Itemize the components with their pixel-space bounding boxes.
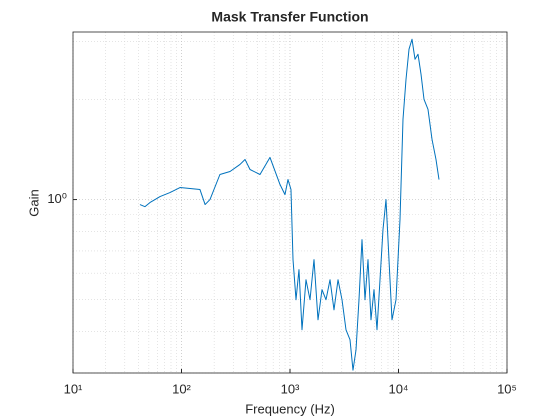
- plot-area: [73, 32, 507, 373]
- x-tick-label: 10¹: [64, 381, 83, 396]
- data-line: [139, 38, 440, 371]
- x-tick-label: 10⁴: [388, 381, 408, 396]
- x-tick-label: 10²: [172, 381, 191, 396]
- axes-box: [72, 31, 508, 374]
- y-axis-label: Gain: [26, 189, 41, 216]
- y-tick-label: 10⁰: [47, 191, 67, 206]
- x-tick-label: 10⁵: [497, 381, 517, 396]
- chart-title: Mask Transfer Function: [211, 9, 368, 25]
- x-axis-label: Frequency (Hz): [245, 401, 335, 416]
- x-tick-label: 10³: [281, 381, 300, 396]
